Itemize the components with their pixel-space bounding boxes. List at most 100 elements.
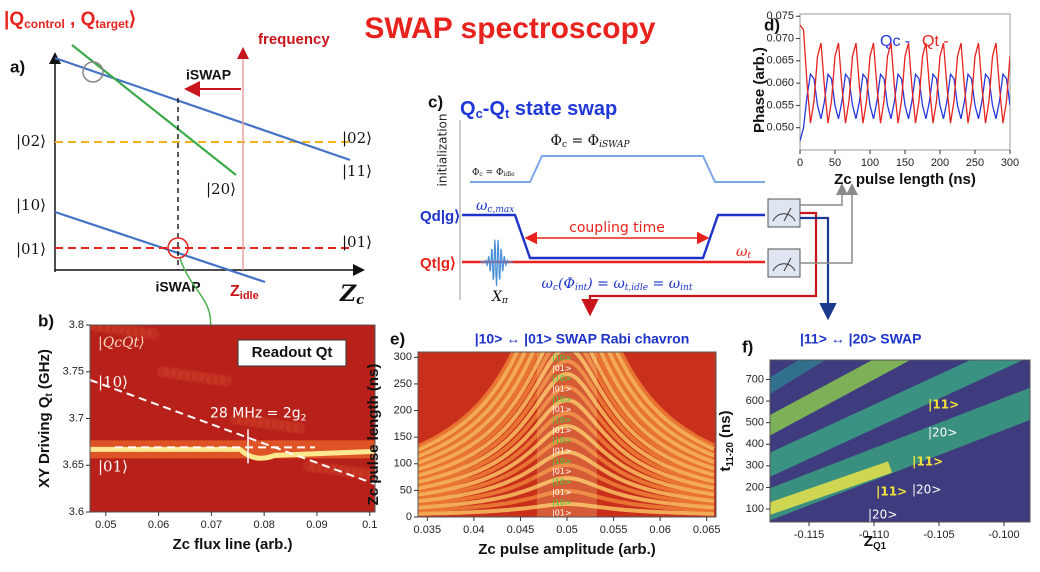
level-label: |02⟩ bbox=[342, 129, 372, 147]
annotation: ωt bbox=[736, 244, 751, 261]
level-label: |10⟩ bbox=[16, 196, 46, 214]
annotation: Φc = ΦiSWAP bbox=[550, 133, 630, 150]
text-part: ω bbox=[736, 244, 748, 260]
text-part: t,idle bbox=[625, 283, 648, 293]
y-axis-label: Zc pulse length (ns) bbox=[365, 364, 382, 506]
text-part: c bbox=[476, 106, 483, 121]
state-label: |01> bbox=[552, 467, 572, 476]
text-part: iSWAP bbox=[599, 140, 630, 150]
state-label: |11> bbox=[912, 455, 943, 469]
text-part: int bbox=[680, 283, 693, 293]
level-label: |20⟩ bbox=[206, 180, 236, 198]
panel-label: d) bbox=[764, 15, 780, 34]
x-axis-label: Zc flux line (arb.) bbox=[172, 536, 292, 553]
text-part: idle bbox=[503, 171, 515, 178]
annotation: 28 MHz = 2g2 bbox=[210, 405, 306, 423]
axis-label: frequency bbox=[258, 31, 330, 48]
noise bbox=[293, 422, 305, 434]
panel-label: f) bbox=[742, 337, 753, 356]
x-tick-label: 100 bbox=[861, 157, 879, 169]
noise bbox=[220, 375, 232, 387]
state-label: |10> bbox=[552, 374, 572, 383]
x-tick-label: 150 bbox=[896, 157, 914, 169]
row-label: initialization bbox=[436, 114, 450, 187]
annotation: coupling time bbox=[569, 220, 665, 236]
annotation: Xπ bbox=[491, 289, 509, 306]
text-part: (ns) bbox=[717, 410, 734, 442]
y-tick-label: 100 bbox=[746, 503, 764, 515]
flux-pulse bbox=[470, 156, 765, 182]
text-part: = Φ bbox=[567, 133, 599, 149]
x-tick-label: 300 bbox=[1001, 157, 1019, 169]
panel-label: e) bbox=[390, 329, 405, 348]
text-part: ω bbox=[542, 276, 554, 292]
text-part: idle bbox=[240, 290, 259, 302]
x-tick-label: 0.05 bbox=[556, 524, 577, 536]
flow-arrow bbox=[800, 186, 852, 263]
x-tick-label: 0.09 bbox=[306, 519, 327, 531]
text-part: 11-20 bbox=[725, 442, 736, 467]
state-label: |10> bbox=[552, 416, 572, 425]
legend-entry: Qt - bbox=[922, 33, 949, 50]
x-axis-label: Zc pulse length (ns) bbox=[834, 171, 976, 188]
state-label: |01> bbox=[552, 488, 572, 497]
x-tick-label: 0.08 bbox=[253, 519, 274, 531]
y-tick-label: 0.055 bbox=[766, 99, 794, 111]
y-tick-label: 0.050 bbox=[766, 122, 794, 134]
annotation: iSWAP bbox=[186, 67, 231, 83]
y-tick-label: 0 bbox=[406, 511, 412, 523]
state-label: |11> bbox=[876, 485, 907, 499]
legend-entry: Qc - bbox=[880, 33, 910, 50]
annotation: Zidle bbox=[230, 283, 259, 302]
x-tick-label: 50 bbox=[829, 157, 841, 169]
text-part: control bbox=[24, 17, 65, 31]
panel-label: c) bbox=[428, 92, 443, 111]
y-tick-label: 3.6 bbox=[69, 506, 84, 518]
level-label: |02⟩ bbox=[16, 132, 46, 150]
state-label: |01> bbox=[552, 509, 572, 518]
state-label: |20> bbox=[868, 508, 897, 522]
text-part: Z bbox=[230, 283, 240, 300]
state-label: |10> bbox=[552, 457, 572, 466]
text-part: 28 MHz = 2g bbox=[210, 405, 301, 421]
state-label: |10> bbox=[552, 498, 572, 507]
flow-arrow bbox=[800, 186, 842, 205]
text-part: int bbox=[575, 283, 588, 293]
y-tick-label: 300 bbox=[746, 460, 764, 472]
state-label: |01> bbox=[552, 364, 572, 373]
x-tick-label: 0.05 bbox=[95, 519, 116, 531]
panel-label: a) bbox=[10, 57, 25, 76]
y-tick-label: 150 bbox=[394, 431, 412, 443]
text-part: , Q bbox=[65, 9, 96, 30]
y-tick-label: 500 bbox=[746, 417, 764, 429]
x-axis-label: Zc pulse amplitude (arb.) bbox=[478, 541, 656, 558]
state-label: |10> bbox=[552, 354, 572, 363]
line-label: Qt|g⟩ bbox=[420, 255, 456, 272]
chart: |11>|20>|11>|20>|11>|20>|11> ↔ |20> SWAP… bbox=[717, 160, 1040, 552]
text-part: ω bbox=[476, 198, 488, 214]
y-tick-label: 3.7 bbox=[69, 412, 84, 424]
text-part: Z bbox=[864, 533, 873, 550]
y-axis-label: XY Driving Qt (GHz) bbox=[36, 349, 55, 488]
annotation: Readout Qt bbox=[252, 344, 333, 361]
y-tick-label: 3.8 bbox=[69, 319, 84, 331]
text-part: Q bbox=[460, 98, 476, 120]
x-tick-label: 0.04 bbox=[463, 524, 484, 536]
text-part: t bbox=[747, 251, 751, 261]
line-label: Qd|g⟩ bbox=[420, 208, 460, 225]
text-part: state swap bbox=[509, 98, 617, 120]
text-part: target bbox=[95, 17, 128, 31]
x-tick-label: 0.035 bbox=[414, 524, 442, 536]
panel-label: b) bbox=[38, 311, 54, 330]
state-label: |20> bbox=[912, 483, 941, 497]
y-tick-label: 200 bbox=[746, 481, 764, 493]
readout-meter bbox=[768, 199, 800, 277]
text-part: -Q bbox=[483, 98, 505, 120]
y-tick-label: 50 bbox=[400, 484, 412, 496]
level-label: |01⟩ bbox=[342, 233, 372, 251]
y-tick-label: 0.060 bbox=[766, 77, 794, 89]
equation: ωc(Φint) = ωt,idle = ωint bbox=[542, 276, 693, 293]
noise bbox=[147, 328, 159, 340]
state-label: |20> bbox=[928, 426, 957, 440]
text-part: = Φ bbox=[483, 168, 504, 178]
